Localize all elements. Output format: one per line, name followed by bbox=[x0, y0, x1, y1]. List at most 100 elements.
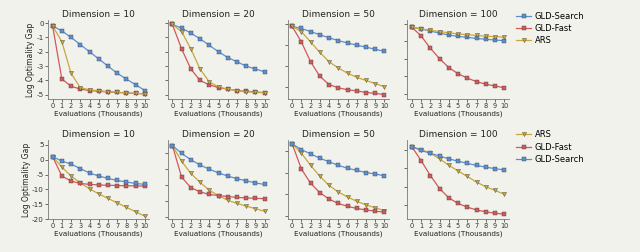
GLD-Fast bbox=[233, 89, 241, 92]
GLD-Search bbox=[436, 32, 444, 35]
GLD-Search bbox=[417, 149, 425, 152]
ARS bbox=[482, 35, 490, 38]
GLD-Fast bbox=[214, 194, 222, 197]
ARS bbox=[178, 160, 186, 163]
GLD-Fast bbox=[463, 77, 471, 80]
Line: GLD-Fast: GLD-Fast bbox=[290, 24, 387, 97]
ARS bbox=[104, 90, 112, 93]
ARS bbox=[49, 155, 56, 158]
ARS bbox=[86, 88, 93, 91]
GLD-Fast bbox=[49, 155, 56, 158]
Line: GLD-Search: GLD-Search bbox=[51, 24, 147, 93]
GLD-Fast bbox=[58, 174, 66, 177]
GLD-Search bbox=[316, 33, 324, 36]
GLD-Search bbox=[58, 29, 66, 33]
GLD-Search bbox=[500, 39, 508, 42]
GLD-Fast bbox=[168, 144, 176, 147]
GLD-Search bbox=[353, 169, 360, 172]
GLD-Search bbox=[288, 25, 296, 28]
GLD-Search bbox=[76, 167, 84, 170]
ARS bbox=[381, 209, 388, 212]
Line: ARS: ARS bbox=[51, 154, 147, 218]
GLD-Search bbox=[344, 42, 351, 45]
GLD-Fast bbox=[362, 91, 370, 94]
GLD-Search bbox=[335, 39, 342, 42]
ARS bbox=[224, 88, 232, 91]
Line: ARS: ARS bbox=[51, 24, 147, 96]
GLD-Search bbox=[362, 46, 370, 49]
GLD-Search bbox=[224, 56, 232, 59]
GLD-Fast bbox=[408, 145, 416, 148]
GLD-Fast bbox=[58, 78, 66, 81]
GLD-Fast bbox=[445, 196, 452, 199]
GLD-Fast bbox=[104, 184, 112, 187]
ARS bbox=[316, 175, 324, 178]
ARS bbox=[362, 79, 370, 82]
GLD-Fast bbox=[76, 182, 84, 185]
GLD-Search bbox=[113, 72, 121, 75]
ARS bbox=[454, 169, 462, 172]
ARS bbox=[491, 35, 499, 38]
ARS bbox=[426, 152, 434, 155]
ARS bbox=[344, 72, 351, 75]
ARS bbox=[353, 200, 360, 203]
GLD-Search bbox=[187, 32, 195, 35]
ARS bbox=[252, 207, 259, 210]
ARS bbox=[168, 144, 176, 147]
ARS bbox=[76, 86, 84, 89]
ARS bbox=[288, 25, 296, 28]
GLD-Fast bbox=[95, 90, 102, 93]
GLD-Fast bbox=[288, 142, 296, 145]
GLD-Fast bbox=[252, 90, 259, 93]
GLD-Search bbox=[371, 172, 379, 175]
ARS bbox=[408, 26, 416, 29]
ARS bbox=[113, 91, 121, 94]
Line: ARS: ARS bbox=[290, 24, 387, 89]
Line: ARS: ARS bbox=[170, 22, 267, 95]
GLD-Search bbox=[141, 89, 148, 92]
GLD-Search bbox=[417, 27, 425, 30]
ARS bbox=[214, 194, 222, 197]
GLD-Fast bbox=[500, 213, 508, 216]
GLD-Search bbox=[454, 35, 462, 38]
X-axis label: Evaluations (Thousands): Evaluations (Thousands) bbox=[414, 231, 502, 237]
GLD-Search bbox=[86, 172, 93, 175]
GLD-Fast bbox=[261, 91, 269, 94]
ARS bbox=[417, 27, 425, 30]
GLD-Fast bbox=[353, 207, 360, 210]
ARS bbox=[196, 68, 204, 71]
Line: ARS: ARS bbox=[290, 142, 387, 213]
GLD-Fast bbox=[482, 83, 490, 86]
ARS bbox=[141, 215, 148, 218]
ARS bbox=[95, 89, 102, 92]
GLD-Search bbox=[187, 158, 195, 161]
Line: GLD-Fast: GLD-Fast bbox=[51, 154, 147, 188]
GLD-Fast bbox=[335, 86, 342, 89]
GLD-Search bbox=[95, 57, 102, 60]
GLD-Search bbox=[298, 27, 305, 30]
GLD-Search bbox=[132, 182, 140, 185]
GLD-Fast bbox=[500, 86, 508, 89]
ARS bbox=[335, 67, 342, 70]
GLD-Fast bbox=[113, 91, 121, 94]
GLD-Search bbox=[243, 179, 250, 182]
Line: ARS: ARS bbox=[410, 145, 506, 196]
ARS bbox=[307, 41, 314, 44]
GLD-Fast bbox=[371, 92, 379, 95]
ARS bbox=[325, 184, 333, 187]
GLD-Search bbox=[500, 169, 508, 172]
ARS bbox=[58, 166, 66, 169]
X-axis label: Evaluations (Thousands): Evaluations (Thousands) bbox=[294, 231, 383, 237]
GLD-Fast bbox=[67, 85, 75, 88]
ARS bbox=[196, 181, 204, 184]
GLD-Search bbox=[473, 37, 481, 40]
ARS bbox=[58, 40, 66, 43]
Title: Dimension = 20: Dimension = 20 bbox=[182, 131, 255, 139]
Legend: ARS, GLD-Fast, GLD-Search: ARS, GLD-Fast, GLD-Search bbox=[516, 130, 584, 164]
GLD-Search bbox=[178, 152, 186, 155]
GLD-Fast bbox=[316, 191, 324, 194]
GLD-Search bbox=[104, 177, 112, 180]
GLD-Fast bbox=[298, 41, 305, 44]
GLD-Search bbox=[104, 65, 112, 68]
GLD-Fast bbox=[178, 47, 186, 50]
